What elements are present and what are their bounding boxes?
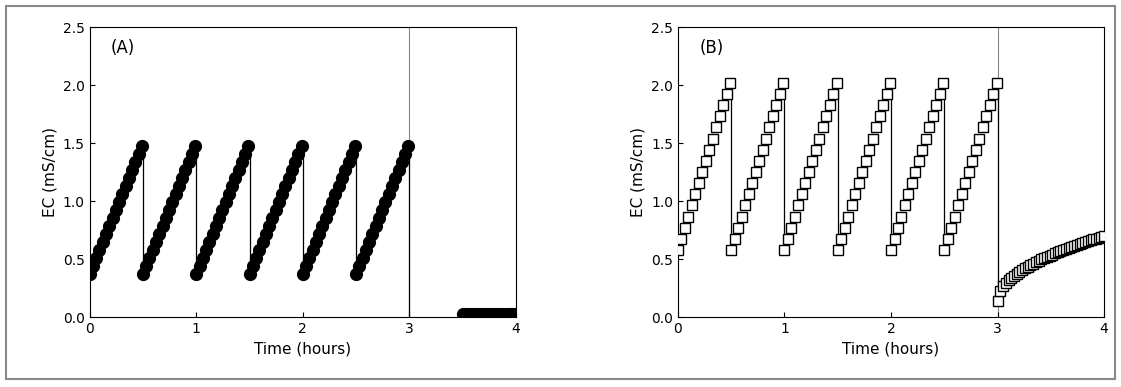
X-axis label: Time (hours): Time (hours) bbox=[843, 342, 939, 357]
X-axis label: Time (hours): Time (hours) bbox=[254, 342, 351, 357]
Text: (A): (A) bbox=[111, 39, 136, 57]
Y-axis label: EC (mS/cm): EC (mS/cm) bbox=[43, 127, 57, 217]
Text: (B): (B) bbox=[700, 39, 723, 57]
Y-axis label: EC (mS/cm): EC (mS/cm) bbox=[630, 127, 646, 217]
